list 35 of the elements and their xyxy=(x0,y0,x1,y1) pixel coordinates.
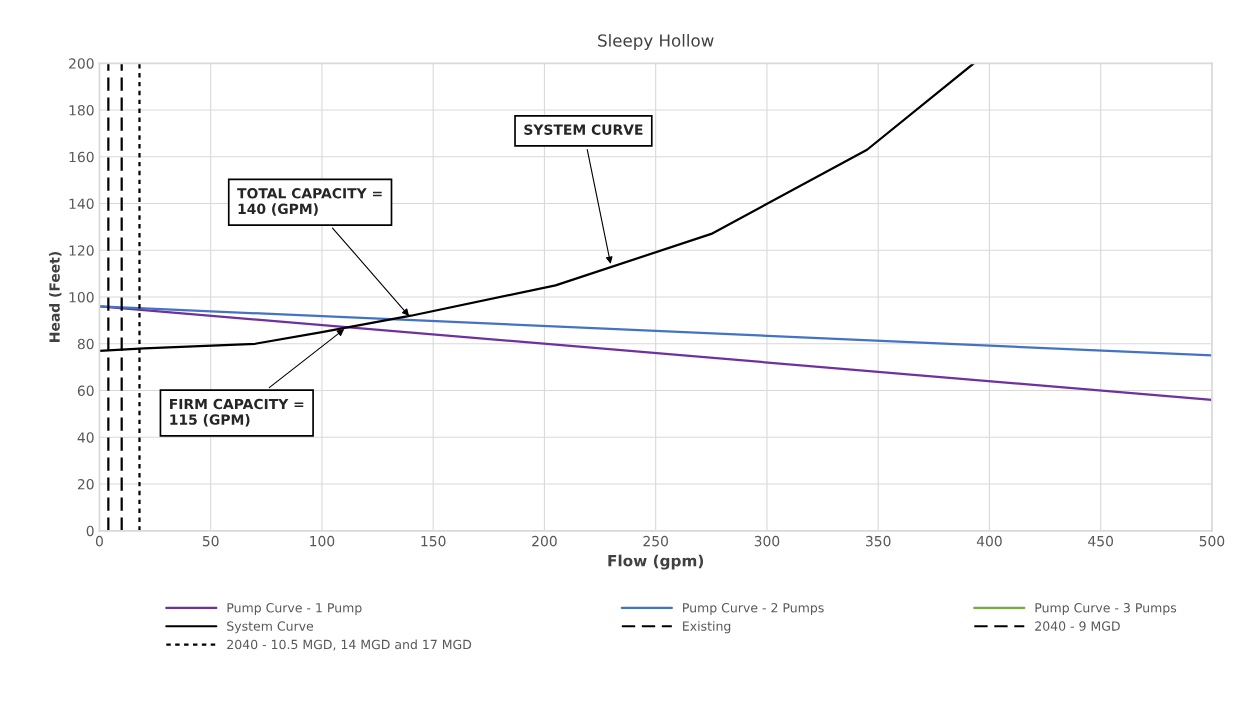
legend-label: 2040 - 9 MGD xyxy=(1035,621,1120,631)
x-tick-label: 100 xyxy=(310,535,335,547)
legend-label: Pump Curve - 1 Pump xyxy=(227,603,362,615)
legend-label: Pump Curve - 3 Pumps xyxy=(1035,603,1177,615)
y-tick-label: 120 xyxy=(69,245,94,256)
x-tick-label: 150 xyxy=(421,535,446,547)
x-axis-title: Flow (gpm) xyxy=(608,554,704,570)
x-tick-label: 450 xyxy=(1088,535,1114,547)
annotation: SYSTEM CURVE xyxy=(524,124,643,135)
annotation: FIRM CAPACITY = 115 (GPM) xyxy=(170,398,304,427)
legend-label: Existing xyxy=(683,621,731,634)
x-tick-label: 50 xyxy=(202,535,219,547)
legend-label: System Curve xyxy=(227,621,314,634)
y-axis-title: Head (Feet) xyxy=(49,252,62,342)
x-tick-label: 0 xyxy=(95,535,103,547)
y-tick-label: 40 xyxy=(77,432,94,443)
x-tick-label: 200 xyxy=(532,535,557,547)
y-tick-label: 180 xyxy=(69,104,94,116)
x-tick-label: 400 xyxy=(976,535,1002,547)
y-tick-label: 60 xyxy=(77,385,94,396)
y-tick-label: 0 xyxy=(86,525,94,537)
y-tick-label: 20 xyxy=(77,478,94,490)
legend-label: 2040 - 10.5 MGD, 14 MGD and 17 MGD xyxy=(227,639,472,651)
x-tick-label: 350 xyxy=(865,535,891,547)
y-tick-label: 160 xyxy=(69,151,94,163)
x-tick-label: 250 xyxy=(643,535,669,547)
legend-label: Pump Curve - 2 Pumps xyxy=(683,603,824,615)
annotation: TOTAL CAPACITY = 140 (GPM) xyxy=(237,188,382,216)
y-tick-label: 200 xyxy=(69,58,94,69)
y-tick-label: 80 xyxy=(77,338,94,350)
y-tick-label: 140 xyxy=(69,198,94,209)
chart-title: Sleepy Hollow xyxy=(598,33,714,51)
x-tick-label: 500 xyxy=(1199,535,1225,547)
y-tick-label: 100 xyxy=(69,291,94,303)
x-tick-label: 300 xyxy=(754,535,780,547)
